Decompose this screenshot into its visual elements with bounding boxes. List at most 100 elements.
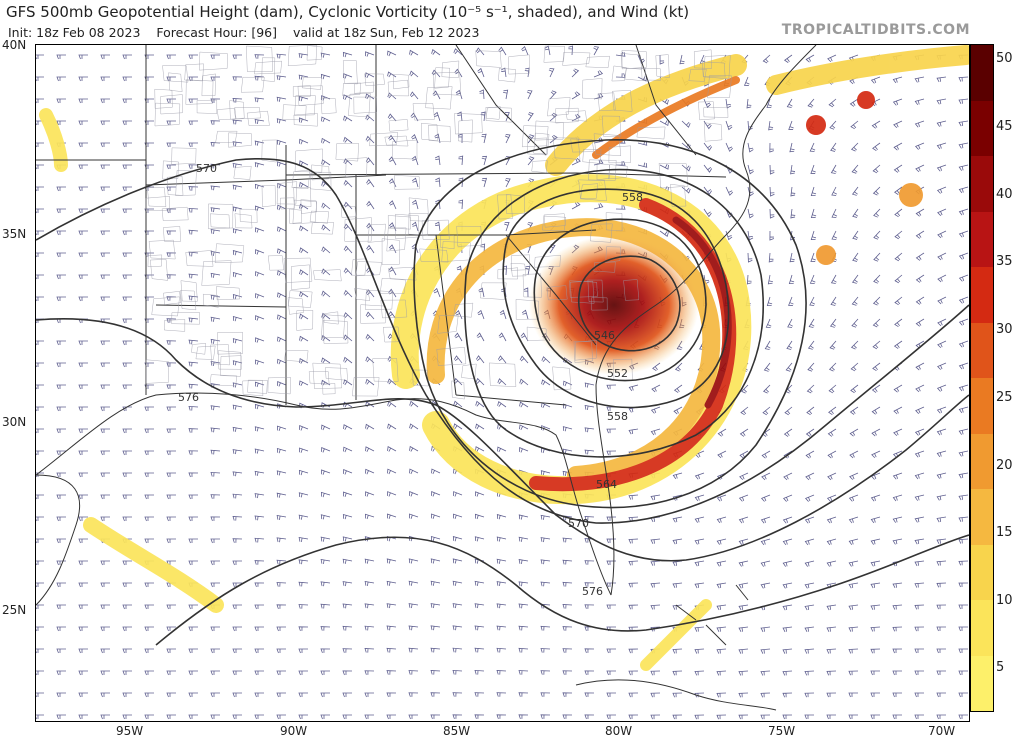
wind-barb <box>848 560 859 567</box>
wind-barb <box>452 692 463 697</box>
county-boundary <box>412 103 435 121</box>
wind-barb <box>100 76 110 82</box>
wind-barb <box>848 494 859 502</box>
wind-barb <box>232 471 243 477</box>
wind-barb <box>277 314 287 321</box>
wind-barb <box>497 378 507 386</box>
wind-barb <box>232 626 242 632</box>
wind-barb <box>540 581 551 587</box>
wind-barb <box>232 76 243 81</box>
county-boundary <box>570 138 595 153</box>
wind-barb <box>36 76 44 82</box>
wind-barb <box>496 514 507 520</box>
wind-barb <box>343 334 353 342</box>
wind-barb <box>828 98 837 108</box>
wind-barb <box>672 648 683 654</box>
wind-barb <box>790 164 796 175</box>
wind-barb <box>872 318 881 328</box>
wind-barb <box>606 428 617 434</box>
wind-barb <box>958 538 969 544</box>
wind-barb <box>958 472 969 479</box>
wind-barb <box>166 428 176 434</box>
wind-barb <box>277 380 287 387</box>
wind-barb <box>481 133 487 144</box>
wind-barb <box>760 516 771 524</box>
wind-barb <box>342 581 353 587</box>
county-boundary <box>201 260 232 286</box>
wind-barb <box>100 670 110 676</box>
wind-barb <box>937 362 947 370</box>
county-boundary <box>283 257 313 283</box>
county-boundary <box>247 379 268 394</box>
wind-barb <box>914 670 924 676</box>
wind-barb <box>232 184 243 190</box>
wind-barb <box>364 580 375 586</box>
wind-barb <box>500 67 507 78</box>
wind-barb <box>518 559 529 565</box>
wind-barb <box>936 384 947 392</box>
county-boundary <box>534 255 561 268</box>
wind-barb <box>232 360 243 366</box>
county-boundary <box>372 358 399 382</box>
wind-barb <box>540 670 551 675</box>
wind-barb <box>343 424 353 430</box>
wind-barb <box>299 203 309 210</box>
county-boundary <box>217 350 242 370</box>
wind-barb <box>365 378 375 386</box>
wind-barb <box>388 134 397 144</box>
wind-barb <box>477 67 485 78</box>
wind-barb <box>122 472 132 478</box>
wind-barb <box>760 494 771 502</box>
wind-barb <box>430 535 441 542</box>
wind-barb <box>320 52 331 58</box>
wind-barb <box>870 670 881 676</box>
wind-barb <box>342 513 353 520</box>
wind-barb <box>188 692 198 698</box>
wind-barb <box>893 120 903 129</box>
wind-barb <box>299 380 309 387</box>
wind-barb <box>210 207 221 213</box>
wind-barb <box>518 514 529 520</box>
county-boundary <box>480 282 507 300</box>
wind-barb <box>762 54 771 64</box>
wind-barb <box>122 582 132 588</box>
wind-barb <box>254 183 265 190</box>
wind-barb <box>694 648 705 654</box>
colorbar-tick: 25 <box>996 390 1013 405</box>
contour-label: 558 <box>622 191 643 204</box>
wind-barb <box>760 648 771 654</box>
wind-barb <box>767 274 773 285</box>
wind-barb <box>915 318 925 327</box>
contour-552 <box>533 218 707 382</box>
wind-barb <box>188 54 198 60</box>
wind-barb <box>521 309 529 320</box>
wind-barb <box>255 205 265 211</box>
wind-barb <box>299 269 309 276</box>
wind-barb <box>343 115 353 122</box>
wind-barb <box>144 626 154 632</box>
wind-barb <box>210 250 221 256</box>
wind-barb <box>321 137 331 144</box>
wind-barb <box>807 98 815 108</box>
wind-barb <box>387 468 397 475</box>
wind-barb <box>453 423 463 430</box>
wind-barb <box>615 161 626 166</box>
wind-barb <box>893 428 903 437</box>
wind-barb <box>789 252 795 263</box>
county-boundary <box>475 50 502 68</box>
county-boundary <box>582 149 602 164</box>
wind-barb <box>659 230 669 238</box>
wind-barb <box>786 98 793 108</box>
wind-barb <box>56 516 66 522</box>
county-boundary <box>394 175 420 190</box>
wind-barb <box>299 138 309 145</box>
county-boundary <box>655 54 670 78</box>
wind-barb <box>958 340 969 348</box>
wind-barb <box>936 582 947 588</box>
wind-barb <box>915 384 925 393</box>
wind-barb <box>782 604 793 611</box>
wind-barb <box>540 514 551 520</box>
wind-barb <box>430 625 441 631</box>
wind-barb <box>628 428 639 435</box>
wind-barb <box>549 90 557 100</box>
